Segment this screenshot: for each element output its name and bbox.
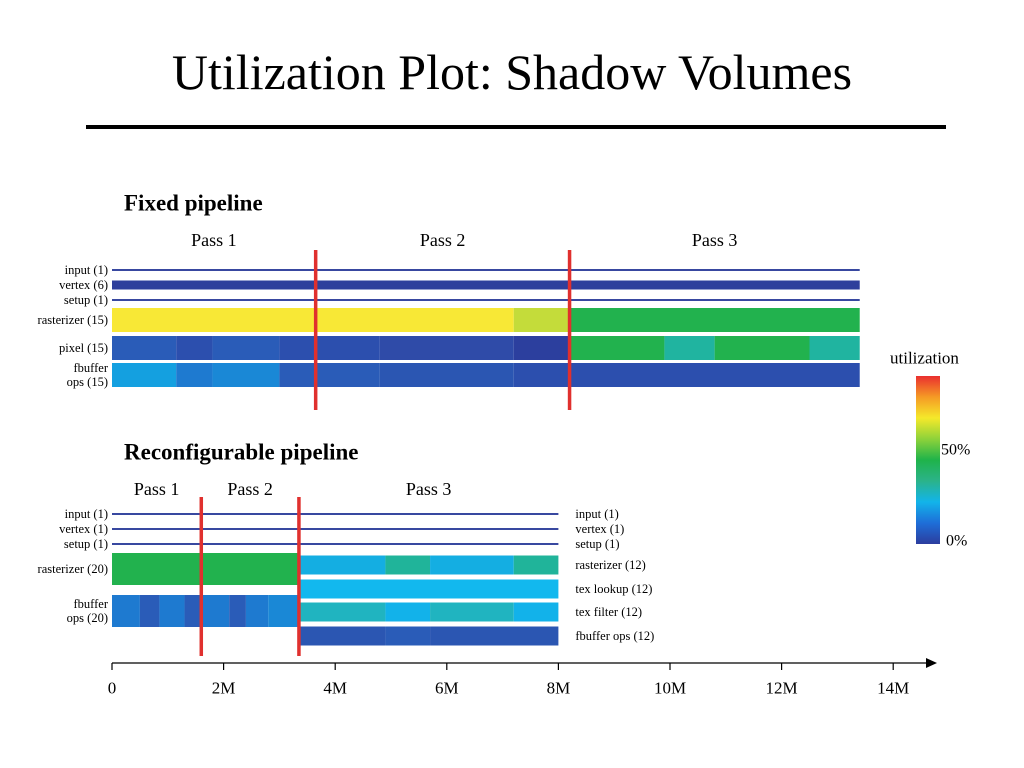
heat-cell — [513, 336, 570, 360]
heat-cell — [112, 595, 140, 627]
colorbar-label: 0% — [946, 533, 967, 550]
colorbar-label: 50% — [941, 442, 970, 459]
row-label-right: rasterizer (12) — [575, 558, 645, 572]
heat-cell — [184, 595, 202, 627]
x-tick-label: 8M — [547, 679, 571, 698]
heat-cell — [430, 626, 559, 646]
heat-cell — [714, 336, 810, 360]
heat-cell — [112, 363, 177, 387]
panel-title: Reconfigurable pipeline — [124, 440, 358, 465]
heat-cell — [809, 336, 860, 360]
heat-cell — [159, 595, 185, 627]
pass-label: Pass 2 — [227, 479, 273, 499]
colorbar — [916, 376, 940, 544]
heat-cell — [229, 595, 246, 627]
x-tick-label: 14M — [877, 679, 909, 698]
heat-cell — [385, 602, 431, 622]
heat-cell — [569, 308, 860, 332]
heat-cell — [513, 363, 570, 387]
row-label: input (1) — [65, 263, 108, 277]
row-line-2 — [112, 299, 860, 301]
colorbar-title: utilization — [890, 349, 959, 368]
heat-cell — [112, 553, 299, 585]
heat-cell — [268, 595, 299, 627]
slide-title: Utilization Plot: Shadow Volumes — [171, 44, 853, 100]
row-label-right: vertex (1) — [575, 522, 624, 536]
row-line-1 — [112, 528, 559, 530]
row-line-0 — [112, 513, 559, 515]
heat-cell — [569, 336, 665, 360]
row-label-right: fbuffer ops (12) — [575, 629, 654, 643]
heat-cell — [298, 602, 386, 622]
heat-cell — [176, 363, 213, 387]
row-line-0 — [112, 269, 860, 271]
pass-label: Pass 1 — [134, 479, 180, 499]
pass-label: Pass 3 — [692, 230, 738, 250]
heat-cell — [201, 595, 230, 627]
row-label: input (1) — [65, 507, 108, 521]
row-label: ops (15) — [67, 375, 108, 389]
heat-cell — [139, 595, 160, 627]
row-label: rasterizer (20) — [38, 562, 108, 576]
heat-cell — [569, 363, 860, 387]
x-tick-label: 4M — [323, 679, 347, 698]
x-tick-label: 6M — [435, 679, 459, 698]
pass-label: Pass 3 — [406, 479, 452, 499]
heat-cell — [298, 579, 559, 599]
row-label: setup (1) — [64, 537, 108, 551]
heat-cell — [176, 336, 213, 360]
heat-cell — [379, 336, 514, 360]
row-label-right: setup (1) — [575, 537, 619, 551]
heat-cell — [430, 555, 514, 575]
row-label-right: input (1) — [575, 507, 618, 521]
x-tick-label: 2M — [212, 679, 236, 698]
heat-cell — [112, 336, 177, 360]
heat-cell — [298, 626, 386, 646]
row-label-right: tex lookup (12) — [575, 582, 652, 596]
x-axis-arrow — [926, 658, 937, 668]
x-tick-label: 0 — [108, 679, 117, 698]
heat-cell — [212, 363, 280, 387]
pass-label: Pass 2 — [420, 230, 466, 250]
row-label: setup (1) — [64, 293, 108, 307]
row-label: vertex (1) — [59, 522, 108, 536]
heat-cell — [664, 336, 715, 360]
panel-title: Fixed pipeline — [124, 191, 263, 216]
row-label: fbuffer — [74, 597, 109, 611]
row-line-2 — [112, 543, 559, 545]
heat-cell — [298, 555, 386, 575]
row-label: pixel (15) — [59, 341, 108, 355]
heat-cell — [513, 308, 570, 332]
row-label: fbuffer — [74, 361, 109, 375]
row-label-right: tex filter (12) — [575, 605, 642, 619]
heat-cell — [212, 336, 280, 360]
row-label: ops (20) — [67, 611, 108, 625]
heat-cell — [112, 308, 514, 332]
row-line-1 — [112, 280, 860, 290]
heat-cell — [279, 363, 380, 387]
pass-label: Pass 1 — [191, 230, 237, 250]
heat-cell — [385, 626, 431, 646]
row-label: rasterizer (15) — [38, 313, 108, 327]
heat-cell — [513, 555, 559, 575]
heat-cell — [279, 336, 380, 360]
x-tick-label: 12M — [766, 679, 798, 698]
heat-cell — [513, 602, 559, 622]
heat-cell — [430, 602, 514, 622]
x-tick-label: 10M — [654, 679, 686, 698]
title-rule — [86, 125, 946, 129]
heat-cell — [379, 363, 514, 387]
row-label: vertex (6) — [59, 278, 108, 292]
heat-cell — [385, 555, 431, 575]
heat-cell — [245, 595, 269, 627]
